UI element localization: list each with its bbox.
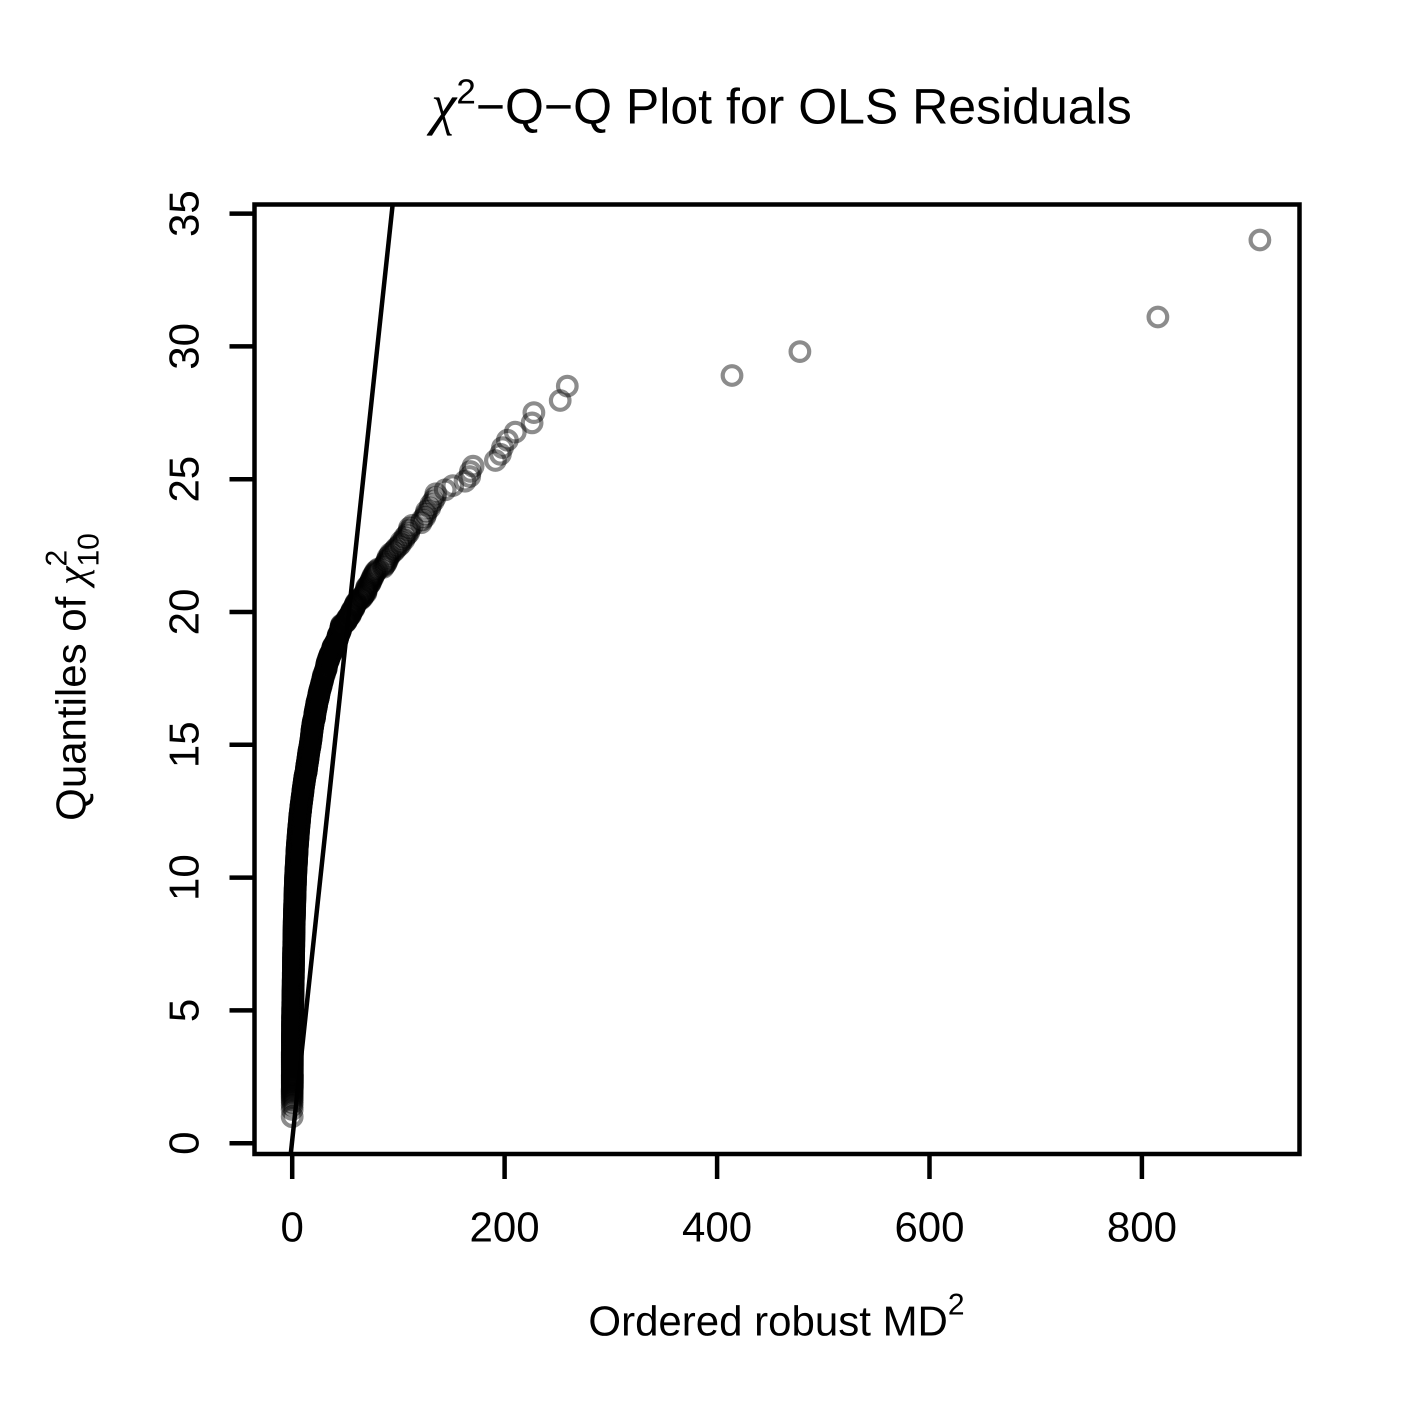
svg-text:25: 25 bbox=[161, 456, 208, 503]
svg-text:0: 0 bbox=[281, 1204, 304, 1251]
svg-text:600: 600 bbox=[894, 1204, 964, 1251]
svg-text:200: 200 bbox=[470, 1204, 540, 1251]
svg-text:0: 0 bbox=[161, 1132, 208, 1155]
svg-text:10: 10 bbox=[161, 854, 208, 901]
svg-text:400: 400 bbox=[682, 1204, 752, 1251]
svg-text:20: 20 bbox=[161, 589, 208, 636]
svg-text:χ2−Q−Q Plot for OLS Residuals: χ2−Q−Q Plot for OLS Residuals bbox=[426, 73, 1131, 137]
svg-text:800: 800 bbox=[1107, 1204, 1177, 1251]
svg-text:Quantiles of χ210: Quantiles of χ210 bbox=[41, 533, 106, 821]
svg-text:35: 35 bbox=[161, 190, 208, 237]
svg-text:30: 30 bbox=[161, 323, 208, 370]
svg-text:5: 5 bbox=[161, 999, 208, 1022]
svg-text:Ordered robust MD2: Ordered robust MD2 bbox=[588, 1288, 964, 1344]
svg-text:15: 15 bbox=[161, 721, 208, 768]
